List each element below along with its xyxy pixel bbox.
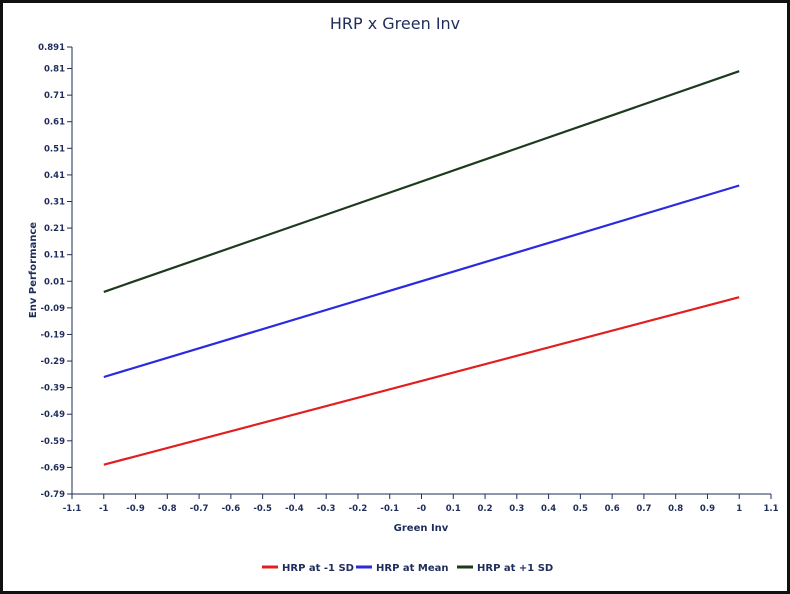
y-tick-label: -0.69 bbox=[41, 463, 66, 473]
y-tick-label: 0.71 bbox=[44, 91, 65, 101]
y-tick-label: 0.51 bbox=[44, 144, 65, 154]
x-tick-label: 1.1 bbox=[763, 504, 778, 514]
x-tick-label: 0.1 bbox=[446, 504, 461, 514]
x-tick-label: 0.7 bbox=[636, 504, 651, 514]
x-tick-label: 1 bbox=[736, 504, 742, 514]
x-tick-label: 0.6 bbox=[605, 504, 620, 514]
y-tick-label: 0.891 bbox=[38, 43, 65, 53]
y-tick-label: -0.29 bbox=[41, 357, 66, 367]
x-tick-label: -0.9 bbox=[126, 504, 145, 514]
y-tick-label: 0.21 bbox=[44, 224, 65, 234]
x-tick-label: 0.4 bbox=[541, 504, 556, 514]
y-tick-label: -0.59 bbox=[41, 437, 66, 447]
y-tick-label: -0.09 bbox=[41, 304, 66, 314]
x-tick-label: -0.5 bbox=[253, 504, 272, 514]
y-tick-label: -0.79 bbox=[41, 490, 66, 500]
legend-label-1: HRP at -1 SD bbox=[282, 563, 354, 574]
x-tick-label: -0.8 bbox=[158, 504, 177, 514]
y-axis-title: Env Performance bbox=[28, 222, 39, 318]
x-tick-label: 0.9 bbox=[700, 504, 715, 514]
y-tick-label: -0.39 bbox=[41, 384, 66, 394]
series-line-3 bbox=[103, 70, 740, 293]
x-tick-label: -0.6 bbox=[222, 504, 241, 514]
x-tick-label: -1.1 bbox=[63, 504, 82, 514]
x-tick-label: 0.2 bbox=[478, 504, 493, 514]
series-line-1 bbox=[103, 296, 740, 466]
x-tick-label: -1 bbox=[99, 504, 109, 514]
y-tick-label: 0.81 bbox=[44, 65, 65, 75]
y-tick-label: 0.11 bbox=[44, 251, 65, 261]
legend: HRP at -1 SD HRP at Mean HRP at +1 SD bbox=[262, 563, 553, 574]
x-tick-label: -0.2 bbox=[349, 504, 368, 514]
x-tick-label: 0.5 bbox=[573, 504, 588, 514]
y-tick-label: -0.19 bbox=[41, 330, 66, 340]
x-tick-label: -0.4 bbox=[285, 504, 304, 514]
y-tick-label: 0.31 bbox=[44, 197, 65, 207]
x-tick-label: -0.1 bbox=[380, 504, 399, 514]
y-tick-label: 0.41 bbox=[44, 171, 65, 181]
y-tick-label: 0.61 bbox=[44, 118, 65, 128]
x-tick-label: -0 bbox=[417, 504, 427, 514]
x-tick-label: 0.3 bbox=[509, 504, 524, 514]
y-tick-label: -0.49 bbox=[41, 410, 66, 420]
x-tick-label: 0.8 bbox=[668, 504, 683, 514]
x-tick-label: -0.3 bbox=[317, 504, 336, 514]
plot-area: -1.1 -1 -0.9 -0.8 -0.7 -0.6 -0.5 -0.4 -0.3 -0.2 -0… bbox=[38, 43, 779, 514]
legend-label-2: HRP at Mean bbox=[376, 563, 449, 574]
x-tick-label: -0.7 bbox=[190, 504, 209, 514]
series-line-2 bbox=[103, 184, 740, 379]
y-tick-label: 0.01 bbox=[44, 277, 65, 287]
legend-label-3: HRP at +1 SD bbox=[477, 563, 553, 574]
x-axis-title: Green Inv bbox=[394, 523, 449, 534]
chart-title: HRP x Green Inv bbox=[330, 14, 460, 33]
